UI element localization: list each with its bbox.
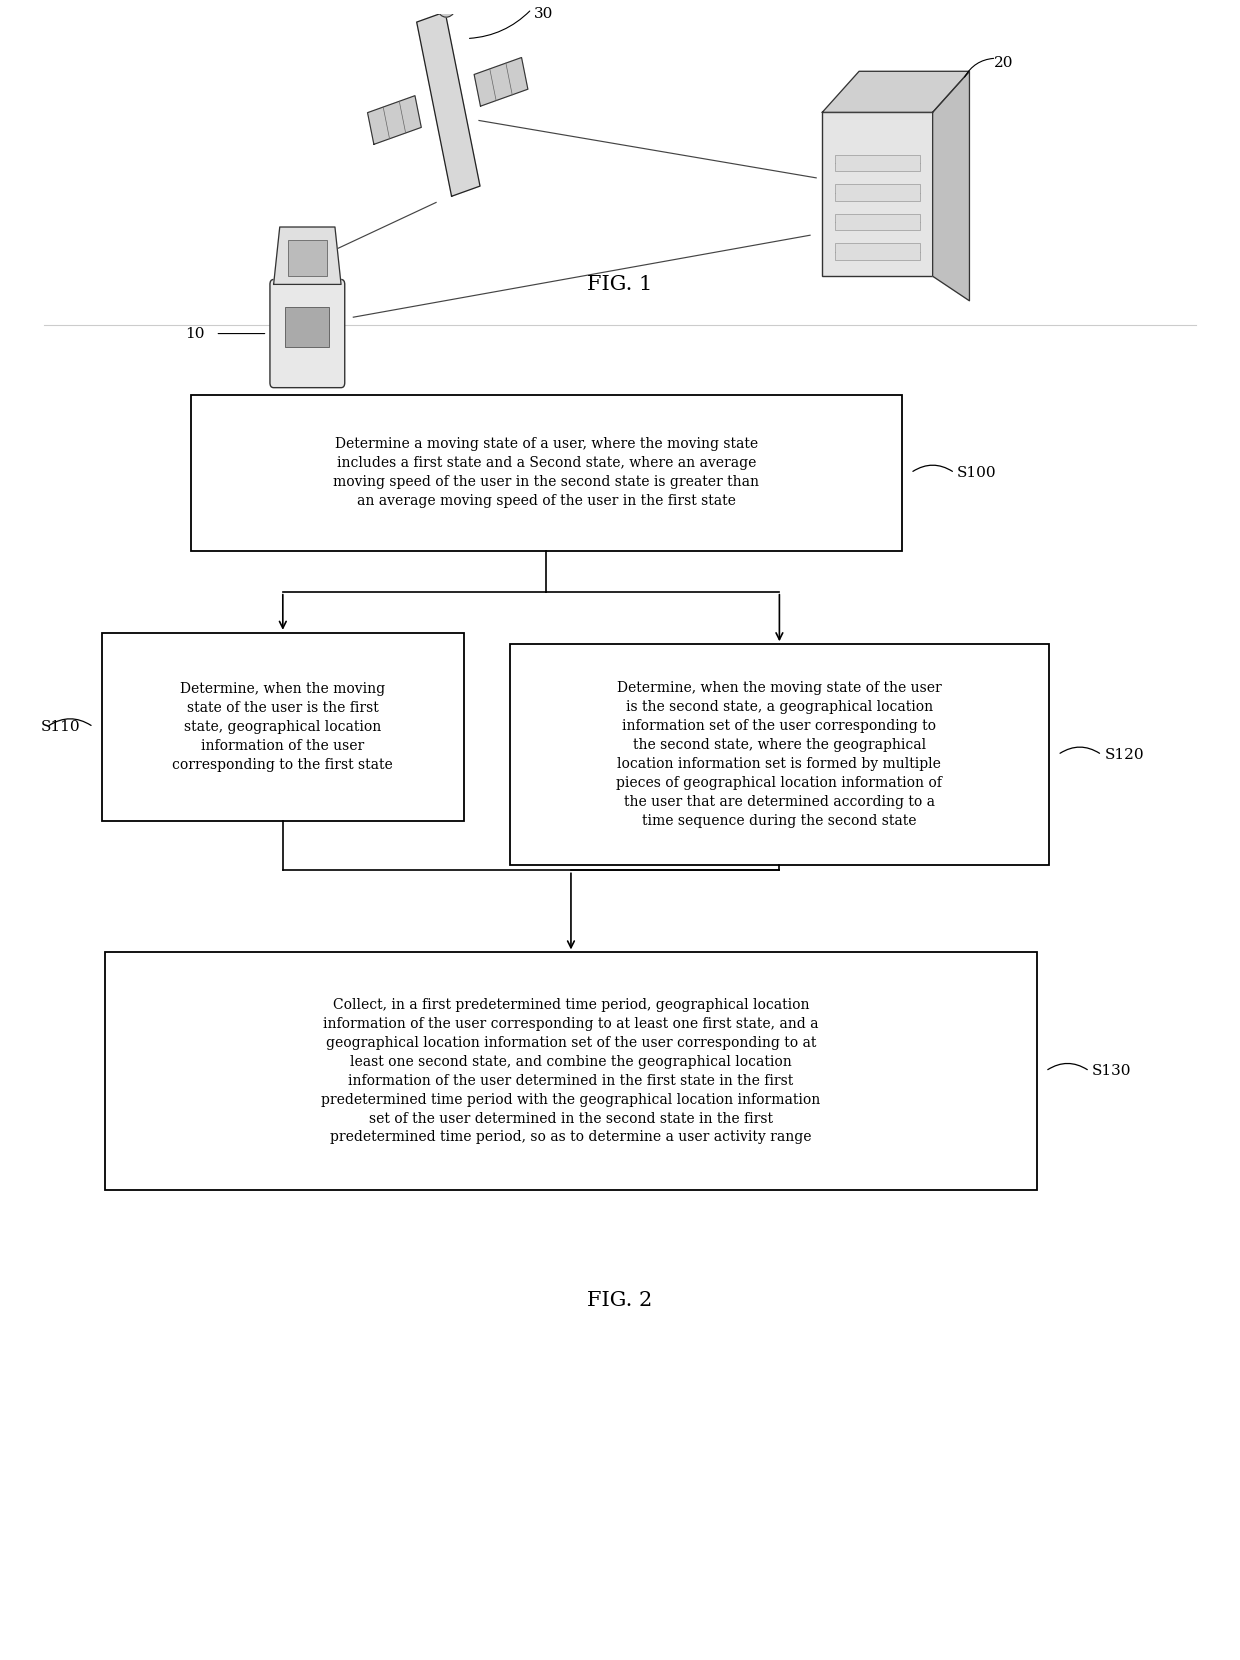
Bar [288,241,327,276]
FancyBboxPatch shape [270,279,345,388]
FancyBboxPatch shape [191,395,901,551]
Bar [835,154,920,171]
Polygon shape [822,71,970,113]
Text: Collect, in a first predetermined time period, geographical location
information: Collect, in a first predetermined time p… [321,998,821,1144]
Text: Determine, when the moving
state of the user is the first
state, geographical lo: Determine, when the moving state of the … [172,682,393,772]
Text: 20: 20 [994,56,1013,70]
Bar [835,214,920,231]
Bar [835,244,920,261]
Polygon shape [367,96,422,144]
Polygon shape [417,12,480,196]
Polygon shape [932,71,970,300]
Text: Determine, when the moving state of the user
is the second state, a geographical: Determine, when the moving state of the … [616,682,942,828]
Text: S100: S100 [957,466,997,480]
FancyBboxPatch shape [102,632,464,822]
Bar [822,113,932,276]
Bar [285,307,330,347]
Text: S120: S120 [1105,747,1145,762]
Polygon shape [274,227,341,284]
Text: FIG. 1: FIG. 1 [588,276,652,294]
Bar [835,184,920,201]
Polygon shape [474,58,528,106]
Text: 30: 30 [534,7,553,22]
FancyBboxPatch shape [510,644,1049,865]
Text: S130: S130 [1092,1064,1132,1079]
Text: Determine a moving state of a user, where the moving state
includes a first stat: Determine a moving state of a user, wher… [334,438,759,508]
Text: S110: S110 [41,720,81,734]
Text: FIG. 2: FIG. 2 [588,1291,652,1310]
Text: 10: 10 [185,327,205,340]
FancyBboxPatch shape [105,953,1037,1190]
Polygon shape [434,0,459,17]
